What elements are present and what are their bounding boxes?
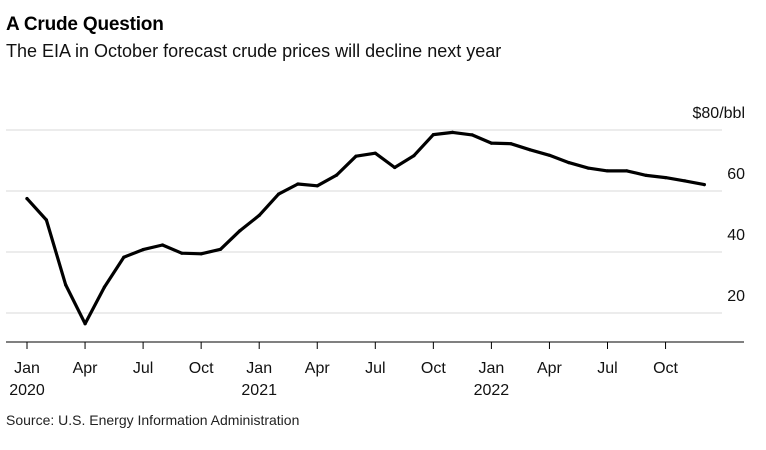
source-note: Source: U.S. Energy Information Administ… — [6, 412, 300, 428]
data-point — [412, 154, 416, 158]
x-tick-label: Jan — [14, 360, 40, 377]
data-point — [605, 169, 610, 173]
data-point — [102, 285, 106, 289]
x-year-label: 2020 — [9, 382, 45, 399]
data-point — [25, 197, 29, 201]
x-tick-label: Oct — [653, 360, 678, 377]
x-tick-label: Oct — [421, 360, 446, 377]
x-tick-label: Apr — [537, 360, 563, 377]
x-tick-label: Jul — [365, 360, 385, 377]
x-tick-label: Apr — [73, 360, 99, 377]
x-year-label: 2021 — [241, 382, 277, 399]
x-tick-label: Jul — [133, 360, 153, 377]
x-tick-label: Oct — [189, 360, 214, 377]
data-point — [83, 322, 87, 326]
data-point — [683, 179, 687, 183]
data-point — [509, 142, 513, 146]
y-tick-label: 60 — [727, 166, 745, 183]
data-point — [393, 165, 397, 170]
data-point — [489, 141, 493, 145]
chart-subtitle: The EIA in October forecast crude prices… — [6, 41, 502, 61]
data-point — [238, 229, 242, 233]
data-point — [567, 161, 571, 165]
data-point — [528, 148, 532, 152]
data-point — [354, 154, 358, 158]
data-point — [218, 247, 223, 251]
data-point — [702, 183, 706, 187]
x-tick-label: Apr — [305, 360, 331, 377]
data-point — [296, 182, 300, 186]
crude-price-line — [25, 130, 706, 326]
data-point — [644, 173, 648, 177]
data-point — [664, 176, 668, 180]
data-point — [199, 252, 203, 256]
data-point — [547, 153, 552, 157]
x-tick-label: Jan — [246, 360, 272, 377]
data-point — [315, 184, 319, 188]
data-point — [625, 169, 629, 173]
chart-title: A Crude Question — [6, 14, 164, 35]
x-axis-ticks: Jan Apr Jul Oct Jan Apr Jul Oct Jan Apr Jul Oct 2020… — [9, 342, 679, 399]
data-point — [141, 248, 145, 252]
data-point — [122, 255, 126, 259]
y-axis-labels: 20 40 60 $80/bbl — [693, 105, 746, 305]
data-point — [335, 173, 339, 177]
x-year-label: 2022 — [474, 382, 510, 399]
data-point — [277, 192, 281, 196]
y-tick-label: 20 — [727, 288, 745, 305]
y-tick-label: 40 — [727, 227, 745, 244]
data-points — [25, 130, 706, 326]
data-point — [373, 151, 377, 155]
data-point — [44, 218, 49, 222]
gridlines — [6, 129, 722, 314]
data-point — [64, 283, 68, 287]
x-tick-label: Jul — [597, 360, 617, 377]
data-point — [180, 251, 184, 255]
data-point — [470, 133, 474, 137]
data-point — [160, 243, 165, 247]
data-point — [257, 213, 261, 217]
y-tick-label: $80/bbl — [693, 105, 746, 122]
data-point — [431, 133, 435, 137]
x-tick-label: Jan — [479, 360, 505, 377]
data-point — [451, 130, 455, 134]
data-point — [586, 166, 590, 170]
